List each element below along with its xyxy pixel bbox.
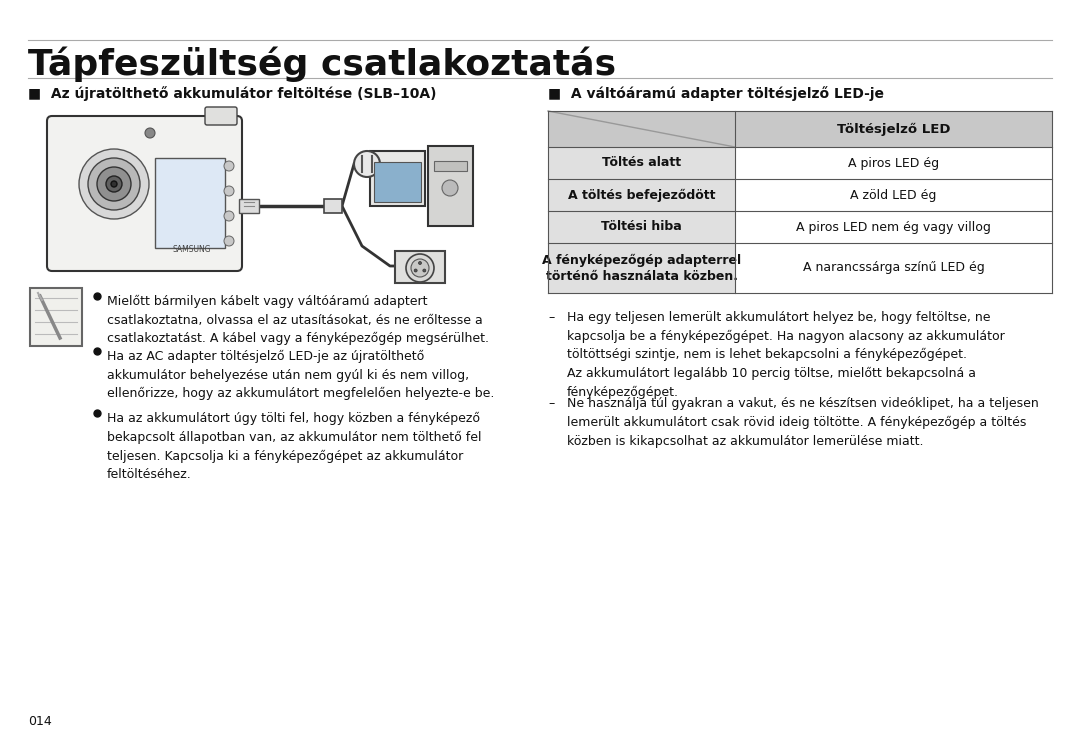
Circle shape bbox=[79, 149, 149, 219]
Text: A piros LED nem ég vagy villog: A piros LED nem ég vagy villog bbox=[796, 221, 991, 233]
Text: A zöld LED ég: A zöld LED ég bbox=[850, 189, 936, 201]
Circle shape bbox=[97, 167, 131, 201]
Text: 014: 014 bbox=[28, 715, 52, 728]
Bar bbox=[374, 162, 421, 202]
Text: Töltésjelző LED: Töltésjelző LED bbox=[837, 122, 950, 136]
Text: Töltés alatt: Töltés alatt bbox=[602, 157, 681, 169]
Text: A fényképezőgép adapterrel
történő használata közben.: A fényképezőgép adapterrel történő haszn… bbox=[542, 254, 741, 283]
Circle shape bbox=[411, 259, 429, 277]
Text: SAMSUNG: SAMSUNG bbox=[173, 245, 212, 254]
Bar bbox=[735, 211, 1052, 243]
Circle shape bbox=[87, 158, 140, 210]
Text: A töltés befejeződött: A töltés befejeződött bbox=[568, 189, 715, 201]
Bar bbox=[548, 179, 735, 211]
Circle shape bbox=[224, 186, 234, 196]
Text: ■  A váltóáramú adapter töltésjelző LED-je: ■ A váltóáramú adapter töltésjelző LED-j… bbox=[548, 86, 885, 101]
Text: Tápfeszültség csatlakoztatás: Tápfeszültség csatlakoztatás bbox=[28, 46, 616, 81]
Bar bbox=[548, 243, 735, 293]
Bar bbox=[548, 147, 735, 179]
Bar bbox=[395, 251, 445, 283]
Bar bbox=[735, 147, 1052, 179]
Bar bbox=[239, 199, 259, 213]
Bar bbox=[548, 211, 735, 243]
FancyBboxPatch shape bbox=[205, 107, 237, 125]
Bar bbox=[735, 243, 1052, 293]
Text: Töltési hiba: Töltési hiba bbox=[602, 221, 681, 233]
Circle shape bbox=[224, 236, 234, 246]
Bar bbox=[30, 288, 82, 346]
Bar bbox=[735, 179, 1052, 211]
Text: ■  Az újratölthető akkumulátor feltöltése (SLB–10A): ■ Az újratölthető akkumulátor feltöltése… bbox=[28, 86, 436, 101]
Circle shape bbox=[419, 262, 421, 265]
Text: Ha egy teljesen lemerült akkumulátort helyez be, hogy feltöltse, ne
kapcsolja be: Ha egy teljesen lemerült akkumulátort he… bbox=[567, 311, 1004, 399]
Bar bbox=[548, 111, 735, 147]
Circle shape bbox=[106, 176, 122, 192]
Circle shape bbox=[414, 269, 417, 272]
Text: A narancssárga színű LED ég: A narancssárga színű LED ég bbox=[802, 262, 984, 275]
Circle shape bbox=[406, 254, 434, 282]
Text: Mielőtt bármilyen kábelt vagy váltóáramú adaptert
csatlakoztatna, olvassa el az : Mielőtt bármilyen kábelt vagy váltóáramú… bbox=[107, 295, 489, 345]
Circle shape bbox=[423, 269, 426, 272]
Circle shape bbox=[442, 180, 458, 196]
Circle shape bbox=[224, 161, 234, 171]
FancyBboxPatch shape bbox=[48, 116, 242, 271]
Circle shape bbox=[145, 128, 156, 138]
Text: Ne használja túl gyakran a vakut, és ne készítsen videóklipet, ha a teljesen
lem: Ne használja túl gyakran a vakut, és ne … bbox=[567, 398, 1039, 448]
Text: –: – bbox=[548, 311, 554, 324]
Text: Ha az AC adapter töltésjelző LED-je az újratölthető
akkumulátor behelyezése után: Ha az AC adapter töltésjelző LED-je az ú… bbox=[107, 350, 495, 401]
Bar bbox=[735, 111, 1052, 147]
Circle shape bbox=[111, 181, 117, 187]
Circle shape bbox=[224, 211, 234, 221]
Bar bbox=[434, 161, 467, 171]
Bar bbox=[324, 199, 342, 213]
Text: Ha az akkumulátort úgy tölti fel, hogy közben a fényképező
bekapcsolt állapotban: Ha az akkumulátort úgy tölti fel, hogy k… bbox=[107, 412, 482, 481]
Text: –: – bbox=[548, 398, 554, 410]
Bar bbox=[156, 158, 225, 248]
Bar bbox=[370, 151, 426, 206]
Bar bbox=[428, 146, 473, 226]
Text: A piros LED ég: A piros LED ég bbox=[848, 157, 940, 169]
Circle shape bbox=[354, 151, 380, 177]
